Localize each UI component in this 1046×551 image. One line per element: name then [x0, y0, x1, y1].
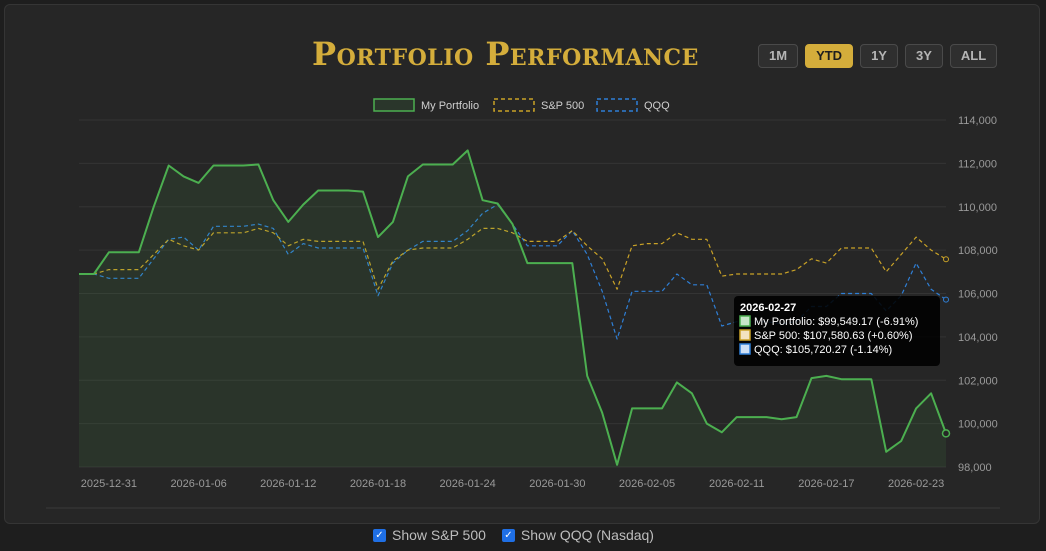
legend-swatch: [373, 98, 415, 112]
range-button-ytd[interactable]: YTD: [805, 44, 854, 68]
toggle-qqq[interactable]: ✓ Show QQQ (Nasdaq): [501, 527, 654, 543]
page-title: Portfolio Performance: [312, 35, 699, 73]
tooltip-swatch: [739, 329, 751, 341]
y-tick-label: 108,000: [958, 245, 998, 257]
legend-label: My Portfolio: [421, 100, 479, 112]
y-tick-label: 110,000: [958, 202, 997, 214]
tooltip-swatch: [739, 343, 751, 355]
y-tick-label: 102,000: [958, 375, 998, 387]
tooltip-date: 2026-02-27: [740, 302, 796, 314]
range-button-1m[interactable]: 1M: [758, 44, 799, 68]
qqq-checkbox[interactable]: ✓: [501, 528, 515, 542]
x-tick-label: 2026-02-05: [619, 478, 675, 490]
portfolio-area-fill: [79, 150, 946, 467]
y-tick-label: 100,000: [958, 419, 998, 431]
tooltip-swatch: [739, 315, 751, 327]
sp500-checkbox[interactable]: ✓: [373, 528, 386, 542]
legend-label: QQQ: [644, 100, 670, 112]
x-tick-label: 2025-12-31: [81, 478, 137, 490]
x-tick-label: 2026-02-11: [709, 478, 764, 490]
qqq-toggle-label: Show QQQ (Nasdaq): [520, 527, 654, 543]
portfolio-line: [79, 149, 947, 466]
x-tick-label: 2026-02-23: [888, 478, 944, 490]
sp500-toggle-label: Show S&P 500: [392, 527, 486, 543]
legend-swatch: [493, 98, 535, 112]
range-button-all[interactable]: ALL: [949, 44, 998, 68]
sp500-hover-point: [943, 256, 949, 263]
range-button-3y[interactable]: 3Y: [904, 44, 943, 68]
y-tick-label: 106,000: [958, 289, 998, 301]
x-tick-label: 2026-01-12: [260, 478, 316, 490]
range-selector: 1M YTD 1Y 3Y ALL: [758, 44, 998, 68]
qqq-hover-point: [943, 296, 949, 303]
tooltip-line: My Portfolio: $99,549.17 (-6.91%): [754, 316, 918, 328]
range-button-1y[interactable]: 1Y: [860, 44, 898, 68]
y-tick-label: 104,000: [958, 332, 998, 344]
y-tick-label: 112,000: [958, 158, 997, 170]
y-tick-label: 114,000: [958, 115, 997, 127]
x-tick-label: 2026-02-17: [798, 478, 854, 490]
toggle-sp500[interactable]: ✓ Show S&P 500: [373, 527, 486, 543]
tooltip-line: S&P 500: $107,580.63 (+0.60%): [754, 330, 913, 342]
y-tick-label: 98,000: [958, 462, 992, 474]
tooltip-line: QQQ: $105,720.27 (-1.14%): [754, 344, 892, 356]
legend-swatch: [596, 98, 638, 112]
x-tick-label: 2026-01-24: [440, 478, 496, 490]
tooltip-box: [734, 296, 940, 366]
chart-card: [4, 4, 1040, 524]
portfolio-hover-point: [941, 429, 951, 438]
sp500-line: [79, 227, 947, 290]
x-tick-label: 2026-01-30: [529, 478, 585, 490]
legend-label: S&P 500: [541, 100, 584, 112]
x-tick-label: 2026-01-18: [350, 478, 406, 490]
x-tick-label: 2026-01-06: [170, 478, 226, 490]
benchmark-toggles: ✓ Show S&P 500 ✓ Show QQQ (Nasdaq): [373, 527, 654, 543]
